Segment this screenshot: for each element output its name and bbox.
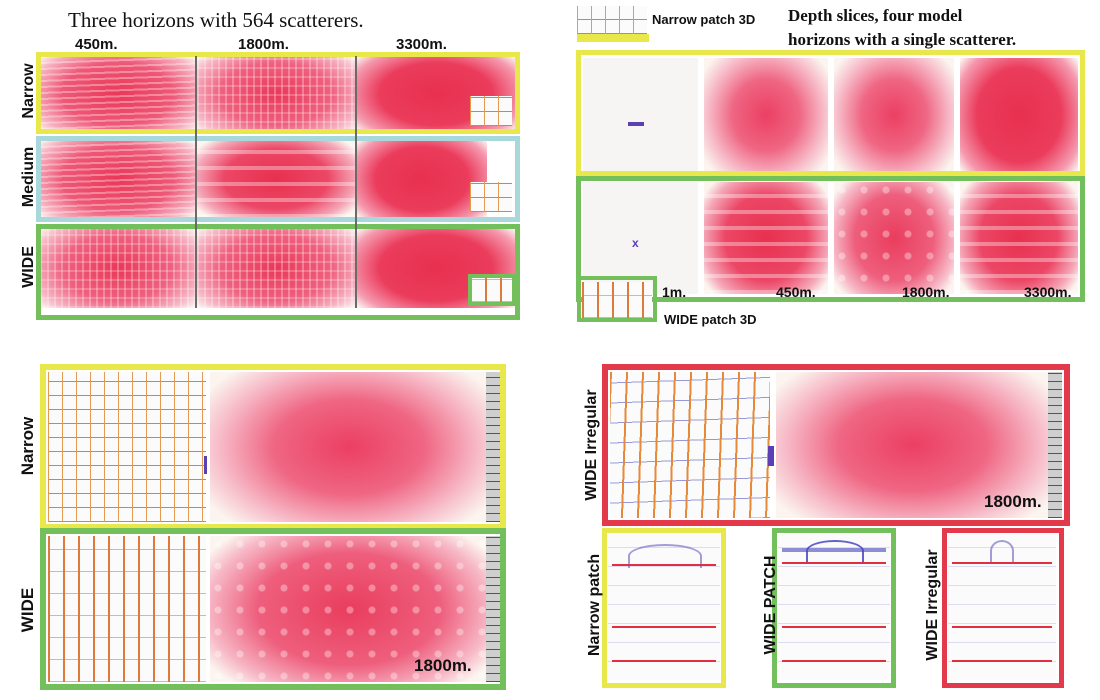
- diffraction-curve: [628, 544, 702, 568]
- bl-label-wide: WIDE: [18, 587, 37, 633]
- depth-ruler: [486, 372, 500, 522]
- slice-depth-450: 450m.: [776, 284, 816, 300]
- scatterer-mark-x: x: [632, 236, 639, 250]
- depth-ruler: [486, 536, 500, 682]
- slice-depth-1800: 1800m.: [902, 284, 950, 300]
- tile-wide-450: [40, 228, 195, 308]
- frame-wide: [36, 224, 520, 320]
- scatterer-mark: [768, 446, 774, 466]
- tile-slice-wide-1800: [834, 182, 954, 294]
- row-label-wide: WIDE: [20, 246, 37, 288]
- slice-depth-1m: 1m.: [662, 284, 687, 300]
- section-label-narrow: Narrow patch: [586, 553, 603, 657]
- tile-wide-1800: [197, 228, 355, 308]
- frame-section-narrow: [602, 528, 726, 688]
- horizon-line: [612, 564, 716, 566]
- horizon-line: [782, 562, 886, 564]
- diffraction-band: [782, 548, 886, 552]
- section-label-wide: WIDE PATCH: [762, 555, 779, 655]
- tile-bl-wide-acquisition: [48, 536, 206, 682]
- tile-bl-wide-slice: [210, 536, 488, 682]
- tile-br-irregular-slice: [776, 372, 1050, 518]
- narrow-patch-icon: [577, 6, 647, 34]
- frame-bl-narrow: [40, 364, 506, 530]
- scatterer-mark: [204, 456, 207, 474]
- frame-section-wide: [772, 528, 896, 688]
- wide-patch-icon: [582, 282, 652, 318]
- tile-slice-wide-1: [583, 182, 698, 294]
- depth-label-1800: 1800m.: [238, 36, 289, 53]
- tile-narrow-1800: [197, 56, 355, 132]
- depth-label-3300: 3300m.: [396, 36, 447, 53]
- br-depth-label: 1800m.: [984, 492, 1042, 511]
- horizon-line: [782, 626, 886, 628]
- frame-medium: [36, 136, 520, 222]
- tile-narrow-inset: [470, 96, 512, 126]
- tile-bl-narrow-slice: [210, 372, 488, 522]
- wide-patch-label: WIDE patch 3D: [664, 312, 757, 327]
- tile-medium-450: [40, 140, 195, 218]
- frame-narrow: [36, 52, 520, 134]
- horizon-line: [952, 660, 1052, 662]
- wide-patch-frame: [577, 276, 657, 322]
- depth-ruler: [1048, 372, 1062, 518]
- horizon-line: [952, 626, 1052, 628]
- scatterer-mark: [628, 122, 644, 126]
- horizon-line: [952, 562, 1052, 564]
- tile-narrow-450: [40, 56, 195, 132]
- top-right-title-line2: horizons with a single scatterer.: [788, 30, 1017, 49]
- frame-slice-narrow: [576, 50, 1085, 176]
- tile-bl-narrow-acquisition: [48, 372, 206, 522]
- section-wide-irregular: [948, 534, 1056, 680]
- tile-slice-narrow-3300: [960, 58, 1078, 172]
- horizon-line: [612, 626, 716, 628]
- tile-wide-inset: [470, 278, 512, 302]
- horizon-line: [782, 660, 886, 662]
- narrow-patch-label: Narrow patch 3D: [652, 12, 756, 27]
- tile-slice-narrow-1: [583, 58, 698, 172]
- diffraction-curve: [990, 540, 1014, 562]
- tile-slice-narrow-1800: [834, 58, 954, 172]
- tile-medium-inset: [470, 182, 512, 212]
- frame-bl-wide: [40, 528, 506, 690]
- column-divider: [355, 56, 357, 308]
- frame-slice-wide: [576, 176, 1085, 302]
- tile-br-irregular-acquisition: [610, 372, 770, 518]
- top-left-title: Three horizons with 564 scatterers.: [68, 8, 364, 32]
- bl-label-narrow: Narrow: [18, 416, 37, 476]
- slice-depth-3300: 3300m.: [1024, 284, 1072, 300]
- depth-label-450: 450m.: [75, 36, 118, 53]
- tile-medium-3300: [357, 140, 487, 218]
- row-label-narrow: Narrow: [20, 63, 37, 119]
- tile-slice-narrow-450: [704, 58, 828, 172]
- row-label-medium: Medium: [20, 146, 37, 208]
- tile-slice-wide-3300: [960, 182, 1078, 294]
- top-right-title-line1: Depth slices, four model: [788, 6, 963, 25]
- frame-section-irregular: [942, 528, 1064, 688]
- tile-slice-wide-450: [704, 182, 828, 294]
- column-divider: [195, 56, 197, 308]
- frame-br-irregular: [602, 364, 1070, 526]
- horizon-line: [612, 660, 716, 662]
- narrow-patch-swatch: [577, 34, 649, 42]
- section-label-irregular: WIDE Irregular: [924, 549, 941, 661]
- frame-wide-inset: [468, 274, 516, 306]
- bl-depth-label: 1800m.: [414, 656, 472, 675]
- br-label-irregular: WIDE Irregular: [583, 389, 600, 501]
- tile-medium-1800: [197, 140, 355, 218]
